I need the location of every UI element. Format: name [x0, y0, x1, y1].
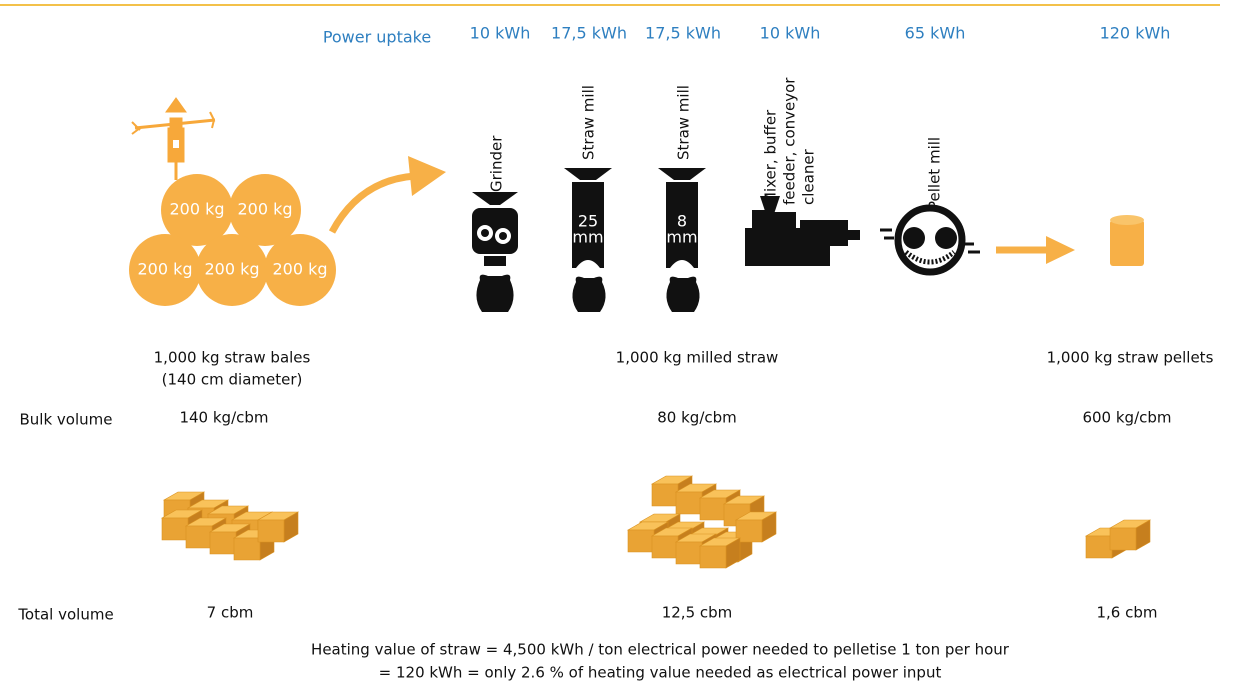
pellet-mill-icon	[880, 204, 980, 276]
product-label: 1,000 kg straw pellets	[1047, 349, 1214, 367]
straw-mill-icon	[564, 168, 612, 312]
cube-face	[209, 531, 237, 555]
bale-label: 200 kg	[237, 200, 292, 219]
cube-face	[627, 529, 655, 553]
mixer-icon	[745, 196, 860, 266]
scarecrow-icon	[131, 97, 216, 180]
row-label: Total volume	[17, 606, 113, 624]
machine-label: Straw mill	[580, 85, 598, 160]
arrow-head	[1046, 236, 1075, 264]
cube-face	[185, 525, 213, 549]
power-value: 10 kWh	[470, 24, 531, 43]
bale	[229, 174, 301, 246]
power-value: 65 kWh	[905, 24, 966, 43]
bulk-value: 140 kg/cbm	[179, 409, 268, 427]
grinder-icon	[472, 192, 518, 312]
machine-label: Grinder	[488, 135, 506, 192]
machine-label: Mixer, buffer	[762, 109, 780, 205]
bales	[129, 174, 336, 306]
bale	[196, 234, 268, 306]
power-value: 10 kWh	[760, 24, 821, 43]
cube-face	[1109, 527, 1137, 551]
total-value: 12,5 cbm	[662, 604, 733, 622]
arrow-head	[408, 156, 446, 196]
cube-face	[161, 517, 189, 541]
mill-size: 8	[677, 212, 687, 231]
power-value: 120 kWh	[1100, 24, 1171, 43]
bale	[129, 234, 201, 306]
bale	[161, 174, 233, 246]
power-value: 17,5 kWh	[551, 24, 627, 43]
machine-label: Pellet mill	[926, 137, 944, 210]
mill-size: 25	[578, 212, 598, 231]
product-label: 1,000 kg straw bales	[154, 349, 311, 367]
cube-face	[651, 483, 679, 507]
row-label: Bulk volume	[20, 411, 113, 429]
footer-line: Heating value of straw = 4,500 kWh / ton…	[311, 641, 1010, 659]
cube-face	[651, 535, 679, 559]
total-value: 1,6 cbm	[1096, 604, 1157, 622]
mill-size: mm	[666, 228, 697, 247]
total-value: 7 cbm	[207, 604, 254, 622]
bale-label: 200 kg	[137, 260, 192, 279]
footer-line: = 120 kWh = only 2.6 % of heating value …	[379, 664, 942, 682]
machine-label: feeder, conveyor	[781, 77, 799, 205]
bale-label: 200 kg	[204, 260, 259, 279]
volume-cubes	[160, 475, 1152, 569]
product-label: (140 cm diameter)	[162, 371, 303, 389]
bale-label: 200 kg	[169, 200, 224, 219]
cube-face	[257, 519, 285, 543]
bulk-value: 600 kg/cbm	[1082, 409, 1171, 427]
cube-face	[699, 545, 727, 569]
cube-face	[699, 497, 727, 521]
machine-label: Straw mill	[675, 85, 693, 160]
product-label: 1,000 kg milled straw	[616, 349, 779, 367]
power-label: Power uptake	[323, 28, 431, 47]
machine-label: cleaner	[800, 148, 818, 205]
cube-face	[1085, 535, 1113, 559]
cube-face	[675, 541, 703, 565]
cube-face	[735, 519, 763, 543]
straw-mill-icon	[658, 168, 706, 312]
bale	[264, 234, 336, 306]
bale-label: 200 kg	[272, 260, 327, 279]
cube-face	[675, 491, 703, 515]
arrow	[328, 172, 416, 234]
mill-size: mm	[572, 228, 603, 247]
cube-face	[233, 537, 261, 561]
bulk-value: 80 kg/cbm	[657, 409, 737, 427]
power-value: 17,5 kWh	[645, 24, 721, 43]
pellet-icon	[1110, 215, 1144, 266]
